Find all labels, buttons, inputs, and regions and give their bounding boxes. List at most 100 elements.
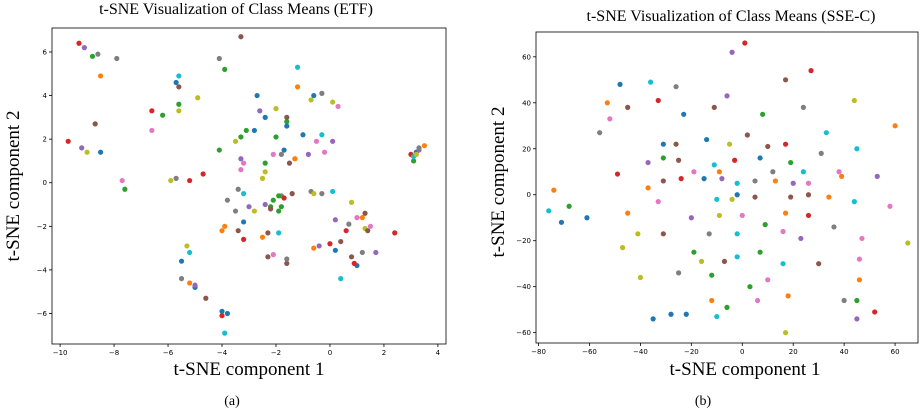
chart-b-point [706,231,712,237]
chart-a-point [373,249,379,256]
chart-a-point [276,230,282,236]
chart-a-point [294,84,301,90]
chart-b-point [701,176,707,182]
chart-b-point [744,132,750,138]
chart-a-point [262,201,268,208]
chart-a-point [114,55,120,62]
chart-b-point [584,215,590,221]
chart-b-point [711,104,717,110]
chart-b-point [607,116,613,122]
chart-b-point [683,311,689,317]
chart-b-point [734,231,740,237]
chart-b-point [805,180,812,186]
chart-b-point [625,210,631,216]
chart-a-point [200,171,206,177]
chart-a-point [278,204,284,210]
chart-a-point [222,330,228,336]
chart-b-point [788,159,794,166]
chart-a-point [330,188,336,195]
chart-b-point [551,187,557,193]
chart-a-point [178,276,185,282]
chart-a-point [281,195,287,201]
chart-a: t-SNE Visualization of Class Means (ETF)… [3,1,447,409]
chart-b-point [856,277,863,283]
chart-b-point [604,100,610,106]
chart-a-x-tick-label: −2 [271,349,281,357]
chart-b-point [719,176,725,182]
chart-b-point [780,261,786,267]
chart-a-point [300,132,306,138]
chart-a-y-tick-label: 6 [43,48,48,56]
chart-a-point [343,228,349,234]
chart-b-point [655,199,661,205]
chart-b-point [854,146,860,152]
chart-b-point [839,173,845,179]
chart-a-point [319,90,325,96]
chart-a-point [289,191,295,197]
chart-a-point [173,175,179,181]
chart-a-point [267,206,274,212]
chart-a-point [294,64,301,70]
chart-a-point [219,308,225,314]
chart-a-point [359,249,365,256]
chart-a-point [392,230,398,236]
chart-a-point [367,223,374,229]
chart-a-point [224,310,231,317]
chart-b-point [765,143,771,150]
chart-a-points [65,34,428,336]
chart-a-point [65,138,71,144]
chart-a-point [122,186,128,192]
chart-b-point [872,309,878,315]
chart-b: t-SNE Visualization of Class Means (SSE-… [488,8,919,409]
chart-a-point [195,95,201,101]
chart-a-point [149,127,155,134]
chart-a-point [187,249,193,256]
chart-b-point [782,77,789,83]
chart-a-point [97,73,104,79]
chart-a-x-tick-label: −6 [163,349,174,357]
chart-b-point [892,123,898,129]
chart-a-x-tick-label: 0 [328,349,332,357]
chart-a-point [273,106,279,112]
chart-a-point [286,160,293,166]
chart-b-y-ticks: −60 −40 −20 0 20 40 60 [516,53,536,337]
chart-b-point [782,141,789,147]
chart-b-y-tick-label: 40 [522,99,531,107]
chart-a-point [97,149,104,155]
chart-b-point [681,111,687,117]
chart-a-point [238,34,244,40]
chart-b-point [734,254,740,260]
chart-b-point [816,261,822,267]
chart-a-point [251,208,257,214]
chart-a-point [338,238,344,245]
chart-b-point [780,228,786,235]
chart-a-point [292,156,298,162]
chart-a-point [173,79,179,86]
chart-a-point [284,260,290,266]
chart-a-point [327,241,333,247]
chart-b-x-tick-label: −80 [531,348,546,356]
chart-b-point [836,169,842,175]
chart-a-plot-area [51,27,447,345]
chart-a-point [216,55,222,62]
chart-a-y-tick-label: 0 [43,179,47,187]
chart-b-title: t-SNE Visualization of Class Means (SSE-… [587,8,876,25]
chart-b-point [724,93,730,99]
chart-b-point [704,136,710,143]
chart-a-x-tick-label: −8 [109,349,119,357]
chart-b-point [905,240,911,246]
chart-b-point [617,81,623,88]
chart-a-point [259,175,266,181]
chart-a-point [265,254,271,260]
chart-b-point [770,169,776,175]
chart-a-point [346,221,352,227]
chart-a-point [262,169,268,175]
chart-b-x-tick-label: 60 [891,348,900,356]
chart-b-point [566,203,572,209]
chart-b-point [747,284,753,290]
chart-a-point [311,191,317,197]
chart-a-point [187,177,193,184]
chart-b-y-axis-label: t-SNE component 2 [488,107,509,258]
chart-a-point [160,112,166,118]
chart-b-point [711,162,717,168]
